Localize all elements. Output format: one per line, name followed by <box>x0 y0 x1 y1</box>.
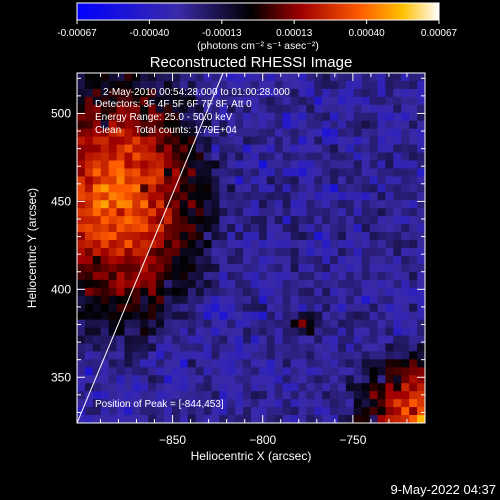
y-tick-label: 350 <box>51 370 71 384</box>
timestamp: 9-May-2022 04:37 <box>390 482 496 497</box>
colorbar-tick-label: -0.00013 <box>202 28 242 39</box>
colorbar-unit-label: (photons cm⁻² s⁻¹ asec⁻²) <box>197 40 319 52</box>
annotation-time-range: 2-May-2010 00:54:28.000 to 01:00:28.000 <box>103 87 290 98</box>
x-tick-label: −800 <box>249 433 276 447</box>
colorbar-tick-label: -0.00040 <box>130 28 170 39</box>
y-tick-label: 400 <box>51 282 71 296</box>
colorbar-tick-label: 0.00013 <box>276 28 313 39</box>
x-tick-label: −750 <box>339 433 366 447</box>
y-tick-label: 500 <box>51 106 71 120</box>
x-tick-label: −850 <box>159 433 186 447</box>
y-tick-label: 450 <box>51 194 71 208</box>
heatmap <box>77 73 425 423</box>
y-axis-label: Heliocentric Y (arcsec) <box>25 188 39 308</box>
colorbar-tick-label: 0.00067 <box>421 28 458 39</box>
annotation-counts: Clean Total counts: 1.79E+04 <box>95 125 237 136</box>
colorbar-tick-label: 0.00040 <box>349 28 386 39</box>
annotation-energy-range: Energy Range: 25.0 - 50.0 keV <box>95 112 233 123</box>
annotation-peak: Position of Peak = [-844,453] <box>95 399 224 410</box>
colorbar <box>76 2 440 21</box>
annotation-detectors: Detectors: 3F 4F 5F 6F 7F 8F, Att 0 <box>95 99 252 110</box>
colorbar-tick-label: -0.00067 <box>57 28 97 39</box>
plot-frame <box>76 72 426 424</box>
x-axis-label: Heliocentric X (arcsec) <box>191 449 312 463</box>
solar-limb-line <box>77 73 224 423</box>
chart-title: Reconstructed RHESSI Image <box>150 54 353 71</box>
